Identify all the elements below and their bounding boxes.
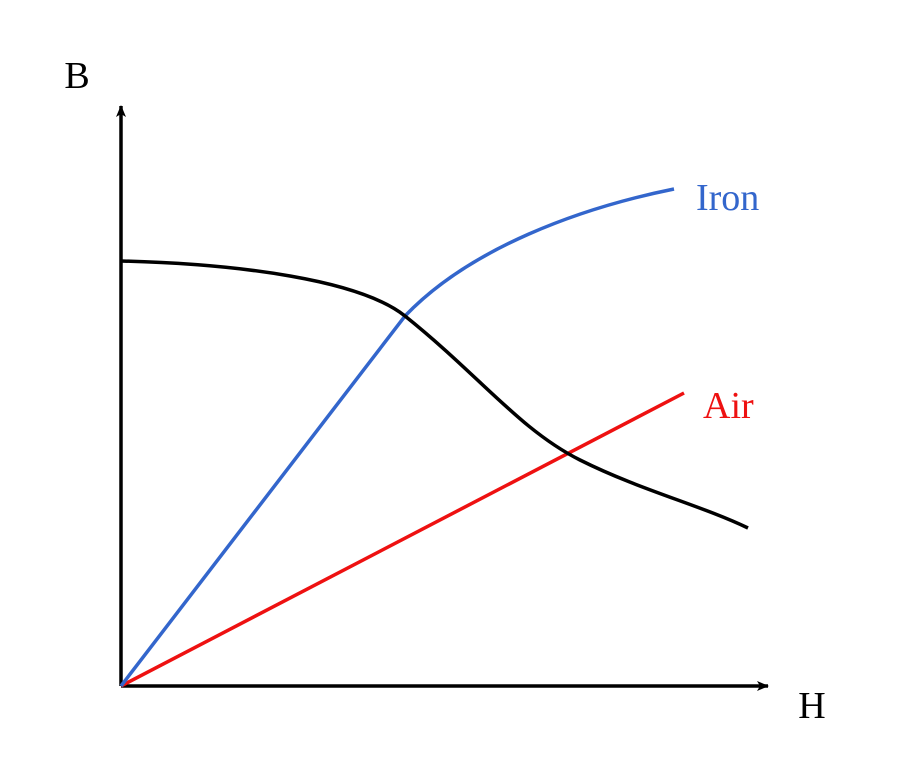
iron-curve [119,187,675,688]
y-axis-label: B [64,55,89,97]
x-axis-label: H [798,685,825,727]
operating-curve [120,259,749,530]
air-label: Air [703,385,754,427]
air-curve [120,391,685,688]
iron-label: Iron [696,177,759,219]
